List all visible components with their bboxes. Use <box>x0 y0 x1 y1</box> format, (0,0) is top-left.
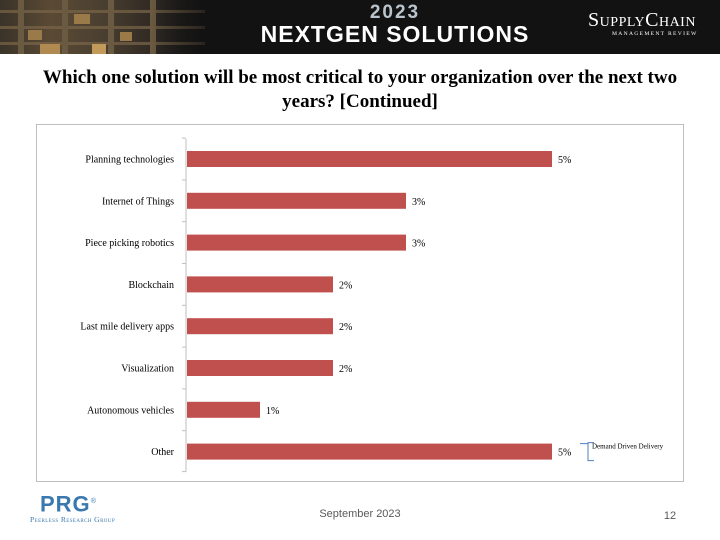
value-label: 2% <box>339 280 352 291</box>
banner-year: 2023 <box>369 2 421 23</box>
category-label: Visualization <box>121 364 174 375</box>
value-label: 5% <box>558 155 571 166</box>
prg-name: Peerless Research Group <box>30 515 116 525</box>
value-label: 1% <box>266 406 279 417</box>
prg-mark-text: PRG <box>40 491 91 517</box>
category-label: Last mile delivery apps <box>80 322 174 333</box>
category-label: Internet of Things <box>102 196 174 207</box>
bar <box>187 443 552 460</box>
banner-title: NEXTGEN SOLUTIONS <box>260 21 530 47</box>
category-label: Piece picking robotics <box>85 238 174 249</box>
logo-sub-text: MANAGEMENT REVIEW <box>612 31 698 37</box>
header-banner: 2023 NEXTGEN SOLUTIONS SupplyChain MANAG… <box>0 0 720 54</box>
annotation-bracket <box>587 442 594 462</box>
bar <box>187 276 333 293</box>
category-label: Other <box>151 447 174 458</box>
bar <box>187 318 333 335</box>
supply-chain-logo: SupplyChain MANAGEMENT REVIEW <box>572 9 712 47</box>
category-label: Autonomous vehicles <box>87 405 174 416</box>
chart-frame: Planning technologies 5% Internet of Thing… <box>36 124 684 482</box>
bar <box>187 151 552 167</box>
category-label: Planning technologies <box>85 155 174 166</box>
prg-logo: PRG® Peerless Research Group <box>30 491 130 525</box>
value-label: 2% <box>339 364 352 375</box>
bar <box>187 234 406 251</box>
bar-chart: Planning technologies 5% Internet of Thing… <box>80 137 664 473</box>
value-label: 2% <box>339 322 352 333</box>
bar <box>187 401 260 418</box>
category-label: Blockchain <box>128 280 174 291</box>
footer-date: September 2023 <box>319 508 401 520</box>
value-label: 5% <box>558 448 571 459</box>
slide-title: Which one solution will be most critical… <box>42 67 678 112</box>
bar <box>187 192 406 209</box>
value-label: 3% <box>412 197 425 208</box>
annotation-text: Demand Driven Delivery <box>592 443 664 451</box>
logo-main-text: SupplyChain <box>588 9 696 31</box>
registered-mark: ® <box>90 498 97 505</box>
value-label: 3% <box>412 239 425 250</box>
bar <box>187 360 333 376</box>
page-number: 12 <box>663 510 677 522</box>
